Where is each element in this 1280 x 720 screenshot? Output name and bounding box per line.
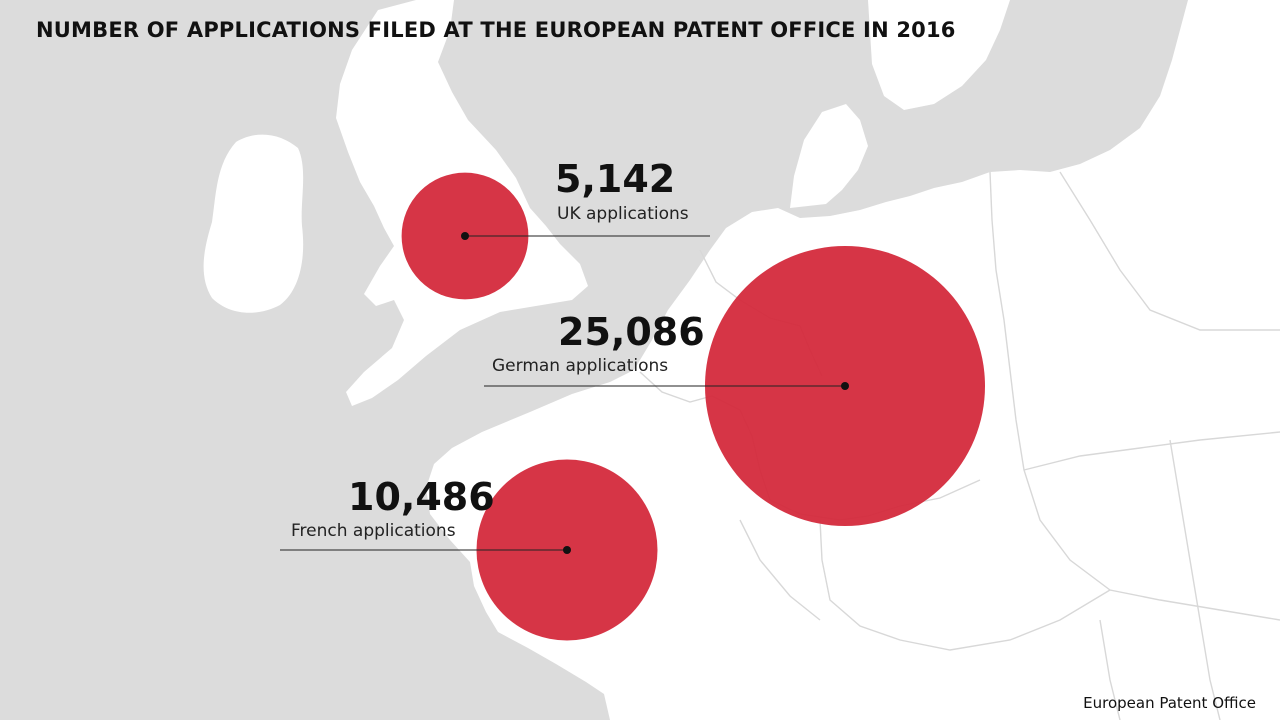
- uk-center-dot: [461, 232, 469, 240]
- corsica-land: [838, 640, 866, 702]
- fr-value: 10,486: [348, 475, 495, 519]
- de-center-dot: [841, 382, 849, 390]
- map-title: NUMBER OF APPLICATIONS FILED AT THE EURO…: [36, 18, 956, 42]
- scandinavia-land: [868, 0, 1010, 110]
- uk-label: UK applications: [557, 204, 689, 224]
- ireland-land: [203, 134, 304, 313]
- uk-value: 5,142: [555, 157, 676, 201]
- de-value: 25,086: [558, 310, 705, 354]
- de-label: German applications: [492, 356, 669, 376]
- fr-center-dot: [563, 546, 571, 554]
- fr-label: French applications: [291, 521, 456, 541]
- denmark-land: [790, 104, 868, 208]
- source-credit: European Patent Office: [1083, 694, 1256, 712]
